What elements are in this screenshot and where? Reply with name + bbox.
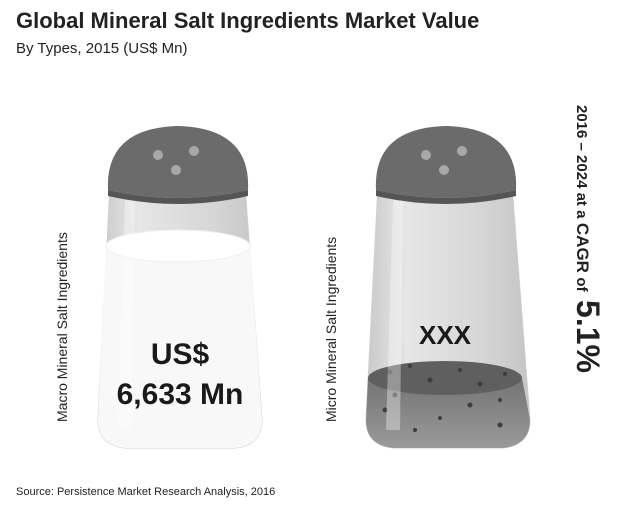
- macro-glass-highlight: [118, 200, 135, 430]
- micro-salt-grains: [382, 364, 507, 432]
- macro-cap: [107, 126, 249, 198]
- macro-salt-fill: [98, 235, 262, 448]
- micro-salt-surface: [368, 361, 522, 395]
- macro-value-currency: US$: [150, 338, 210, 371]
- macro-cap-shadow: [108, 190, 248, 204]
- cagr-period: 2016 – 2024 at a: [573, 105, 590, 219]
- micro-cap: [375, 126, 517, 198]
- macro-cap-hole: [189, 146, 199, 156]
- cagr-annotation: 2016 – 2024 at a CAGR of 5.1%: [569, 105, 606, 373]
- micro-glass-highlight: [386, 200, 403, 430]
- micro-cap-shadow: [376, 190, 516, 204]
- macro-cap-hole: [171, 165, 181, 175]
- macro-cap-hole: [153, 150, 163, 160]
- source-note: Source: Persistence Market Research Anal…: [16, 486, 276, 498]
- chart-title: Global Mineral Salt Ingredients Market V…: [16, 8, 480, 33]
- micro-cap-hole: [439, 165, 449, 175]
- micro-cap-hole: [457, 146, 467, 156]
- macro-shaker: [97, 126, 263, 449]
- cagr-of: of: [573, 277, 590, 292]
- category-label-macro: Macro Mineral Salt Ingredients: [54, 232, 70, 422]
- cagr-label: CAGR: [573, 222, 592, 273]
- cagr-value: 5.1%: [570, 300, 606, 373]
- micro-shaker: [365, 126, 531, 449]
- micro-value: XXX: [418, 320, 472, 350]
- chart-subtitle: By Types, 2015 (US$ Mn): [16, 40, 188, 57]
- macro-value-amount: 6,633 Mn: [116, 378, 244, 411]
- micro-cap-hole: [421, 150, 431, 160]
- macro-salt-surface: [105, 229, 251, 263]
- category-label-micro: Micro Mineral Salt Ingredients: [323, 236, 339, 422]
